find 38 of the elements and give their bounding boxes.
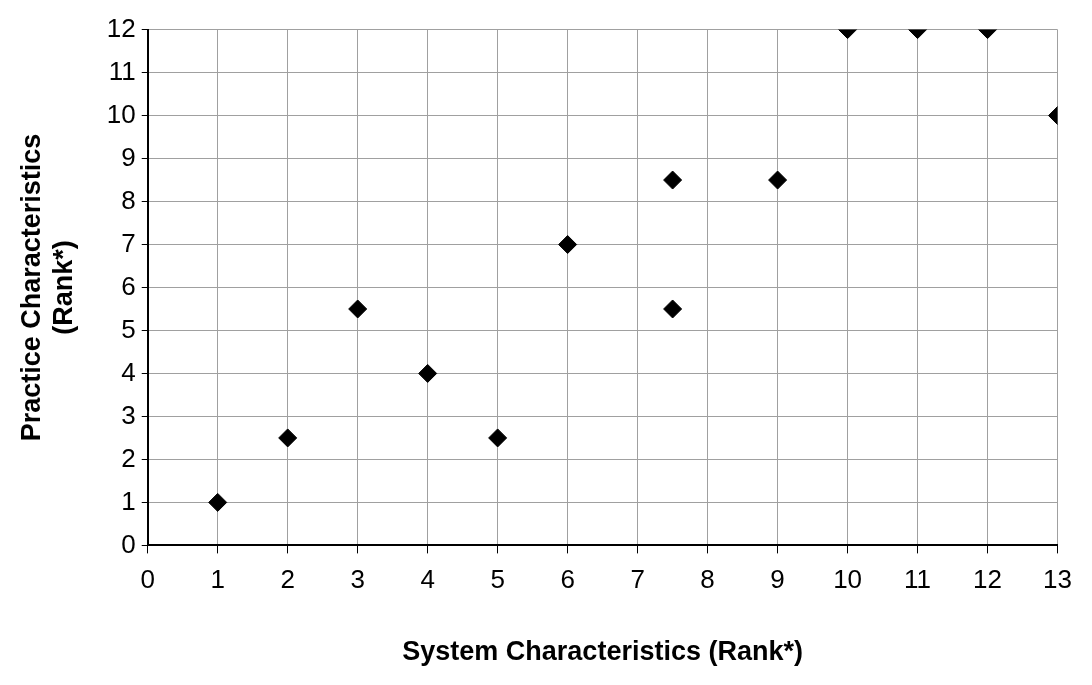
point bbox=[348, 299, 368, 319]
x-tick-label: 0 bbox=[140, 564, 155, 595]
y-tick-label: 9 bbox=[121, 141, 136, 172]
y-tick-label: 10 bbox=[106, 98, 136, 129]
y-tick-label: 4 bbox=[121, 356, 136, 387]
y-tick-label: 11 bbox=[108, 55, 136, 86]
point bbox=[663, 170, 683, 190]
x-axis-title: System Characteristics (Rank*) bbox=[402, 636, 803, 667]
x-tick-label: 9 bbox=[770, 564, 785, 595]
point bbox=[278, 428, 298, 448]
x-tick-label: 5 bbox=[490, 564, 505, 595]
y-tick-label: 8 bbox=[121, 184, 136, 215]
point bbox=[418, 363, 438, 383]
y-tick-label: 2 bbox=[121, 442, 136, 473]
point bbox=[663, 299, 683, 319]
y-tick-label: 3 bbox=[121, 399, 136, 430]
y-tick-label: 5 bbox=[121, 313, 136, 344]
x-tick-label: 3 bbox=[350, 564, 365, 595]
y-tick-label: 1 bbox=[121, 485, 136, 516]
x-tick-label: 10 bbox=[833, 564, 863, 595]
x-tick-label: 11 bbox=[904, 564, 932, 595]
x-tick-label: 12 bbox=[973, 564, 1003, 595]
y-tick-label: 12 bbox=[106, 12, 136, 43]
y-axis-title: Practice Characteristics (Rank*) bbox=[15, 133, 79, 442]
x-tick-label: 1 bbox=[210, 564, 225, 595]
point bbox=[488, 428, 508, 448]
point bbox=[768, 170, 788, 190]
y-tick-label: 7 bbox=[121, 227, 136, 258]
x-tick-label: 4 bbox=[420, 564, 435, 595]
x-tick-label: 7 bbox=[630, 564, 645, 595]
x-tick-label: 6 bbox=[560, 564, 575, 595]
point bbox=[208, 492, 228, 512]
point bbox=[558, 235, 578, 255]
y-tick-label: 6 bbox=[121, 270, 136, 301]
x-tick-label: 13 bbox=[1043, 564, 1072, 595]
x-tick-label: 8 bbox=[700, 564, 715, 595]
y-tick-label: 0 bbox=[121, 528, 136, 559]
x-tick-label: 2 bbox=[280, 564, 295, 595]
